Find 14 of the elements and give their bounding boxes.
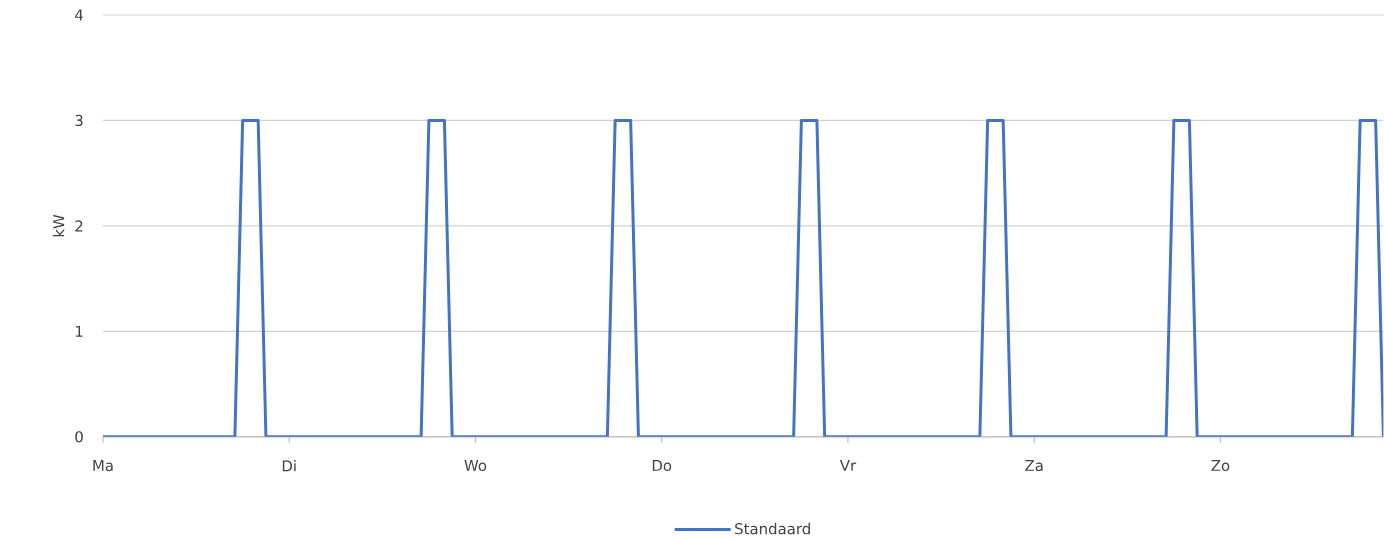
y-axis-title: kW [52,214,65,237]
y-tick-label: 3 [75,114,83,126]
x-tick-label: Vr [839,459,857,471]
x-tick-label: Wo [464,459,487,471]
y-tick-label: 0 [75,430,83,443]
x-tick-label: Di [282,459,296,472]
x-tick-label: Za [1025,459,1043,471]
y-tick-label: 4 [75,9,83,21]
y-tick-label: 1 [75,325,83,337]
y-tick-label: 2 [75,220,83,232]
x-tick-label: Do [652,459,672,471]
x-tick-label: Zo [1211,459,1230,471]
x-tick-label: Ma [93,459,113,471]
legend-label: Standaard [735,522,810,535]
